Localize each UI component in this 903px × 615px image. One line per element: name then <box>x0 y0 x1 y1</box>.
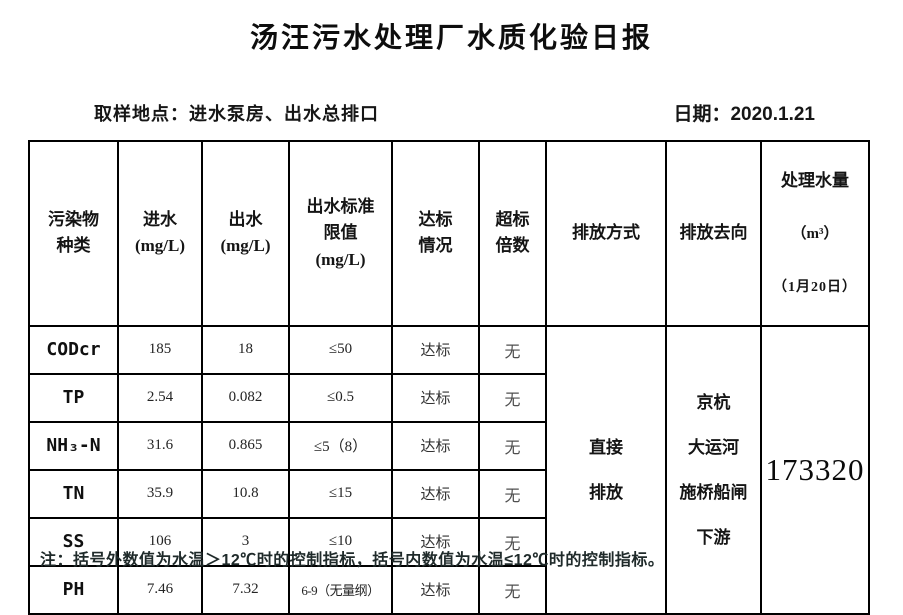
exceedance-cell: 无 <box>478 516 547 567</box>
treated-volume-date: （1月20日） <box>773 279 857 295</box>
limit-value-cell: ≤5（8） <box>288 420 393 471</box>
pollutant-name-cell: TN <box>28 468 119 519</box>
status-cell: 达标 <box>391 516 480 567</box>
limit-value-cell: ≤0.5 <box>288 372 393 423</box>
treated-volume-value-cell: 173320 <box>760 324 870 615</box>
pollutant-name-cell: SS <box>28 516 119 567</box>
header-discharge-method: 排放方式 <box>545 140 667 327</box>
status-cell: 达标 <box>391 468 480 519</box>
limit-value-cell: ≤10 <box>288 516 393 567</box>
discharge-method-cell: 直接 排放 <box>545 324 667 615</box>
limit-value-cell: ≤15 <box>288 468 393 519</box>
pollutant-name-cell: CODcr <box>28 324 119 375</box>
table-row-codcr: CODcr 185 18 ≤50 达标 无 直接 排放 京杭 大运河 施桥船闸 … <box>28 324 870 615</box>
exceedance-cell: 无 <box>478 324 547 375</box>
status-cell: 达标 <box>391 324 480 375</box>
treated-volume-title: 处理水量 <box>781 171 849 191</box>
status-cell: 达标 <box>391 564 480 615</box>
limit-value-cell: 6-9（无量纲） <box>288 564 393 615</box>
report-date-label: 日期：2020.1.21 <box>673 104 815 125</box>
treated-volume-unit: （m³） <box>791 226 839 243</box>
water-quality-table: 污染物 种类 进水 (mg/L) 出水 (mg/L) 出水标准 限值 (mg/L… <box>28 140 870 615</box>
exceedance-cell: 无 <box>478 564 547 615</box>
meta-row: 取样地点：进水泵房、出水总排口 日期：2020.1.21 <box>94 99 815 126</box>
inflow-value-cell: 35.9 <box>117 468 203 519</box>
exceedance-cell: 无 <box>478 372 547 423</box>
outflow-value-cell: 7.32 <box>201 564 290 615</box>
exceedance-cell: 无 <box>478 420 547 471</box>
header-compliance-status: 达标 情况 <box>391 140 480 327</box>
header-pollutant-type: 污染物 种类 <box>28 140 119 327</box>
header-outflow-standard-limit: 出水标准 限值 (mg/L) <box>288 140 393 327</box>
header-exceedance-multiple: 超标 倍数 <box>478 140 547 327</box>
inflow-value-cell: 106 <box>117 516 203 567</box>
pollutant-name-cell: NH₃-N <box>28 420 119 471</box>
inflow-value-cell: 2.54 <box>117 372 203 423</box>
header-outflow: 出水 (mg/L) <box>201 140 290 327</box>
limit-value-cell: ≤50 <box>288 324 393 375</box>
page-title: 汤汪污水处理厂水质化验日报 <box>249 22 653 53</box>
pollutant-name-cell: PH <box>28 564 119 615</box>
outflow-value-cell: 10.8 <box>201 468 290 519</box>
exceedance-cell: 无 <box>478 468 547 519</box>
table-row-tp: TP 2.54 0.082 ≤0.5 达标 无 <box>28 372 869 423</box>
table-row-nh3n: NH₃-N 31.6 0.865 ≤5（8） 达标 无 <box>28 420 869 471</box>
outflow-value-cell: 3 <box>201 516 290 567</box>
header-treated-water-volume: 处理水量 （m³） （1月20日） <box>760 140 870 327</box>
inflow-value-cell: 31.6 <box>117 420 203 471</box>
header-row: 污染物 种类 进水 (mg/L) 出水 (mg/L) 出水标准 限值 (mg/L… <box>28 140 870 327</box>
outflow-value-cell: 0.865 <box>201 420 290 471</box>
status-cell: 达标 <box>391 372 480 423</box>
inflow-value-cell: 185 <box>117 324 203 375</box>
sampling-location-label: 取样地点：进水泵房、出水总排口 <box>94 104 379 124</box>
status-cell: 达标 <box>391 420 480 471</box>
table-row-tn: TN 35.9 10.8 ≤15 达标 无 <box>28 468 869 519</box>
table-row-ss: SS 106 3 ≤10 达标 无 <box>28 516 869 567</box>
discharge-destination-cell: 京杭 大运河 施桥船闸 下游 <box>665 324 762 615</box>
outflow-value-cell: 0.082 <box>201 372 290 423</box>
footnote: 注：括号外数值为水温＞12℃时的控制指标，括号内数值为水温≤12℃时的控制指标。 <box>40 552 665 569</box>
header-discharge-destination: 排放去向 <box>665 140 762 327</box>
outflow-value-cell: 18 <box>201 324 290 375</box>
header-inflow: 进水 (mg/L) <box>117 140 203 327</box>
inflow-value-cell: 7.46 <box>117 564 203 615</box>
pollutant-name-cell: TP <box>28 372 119 423</box>
